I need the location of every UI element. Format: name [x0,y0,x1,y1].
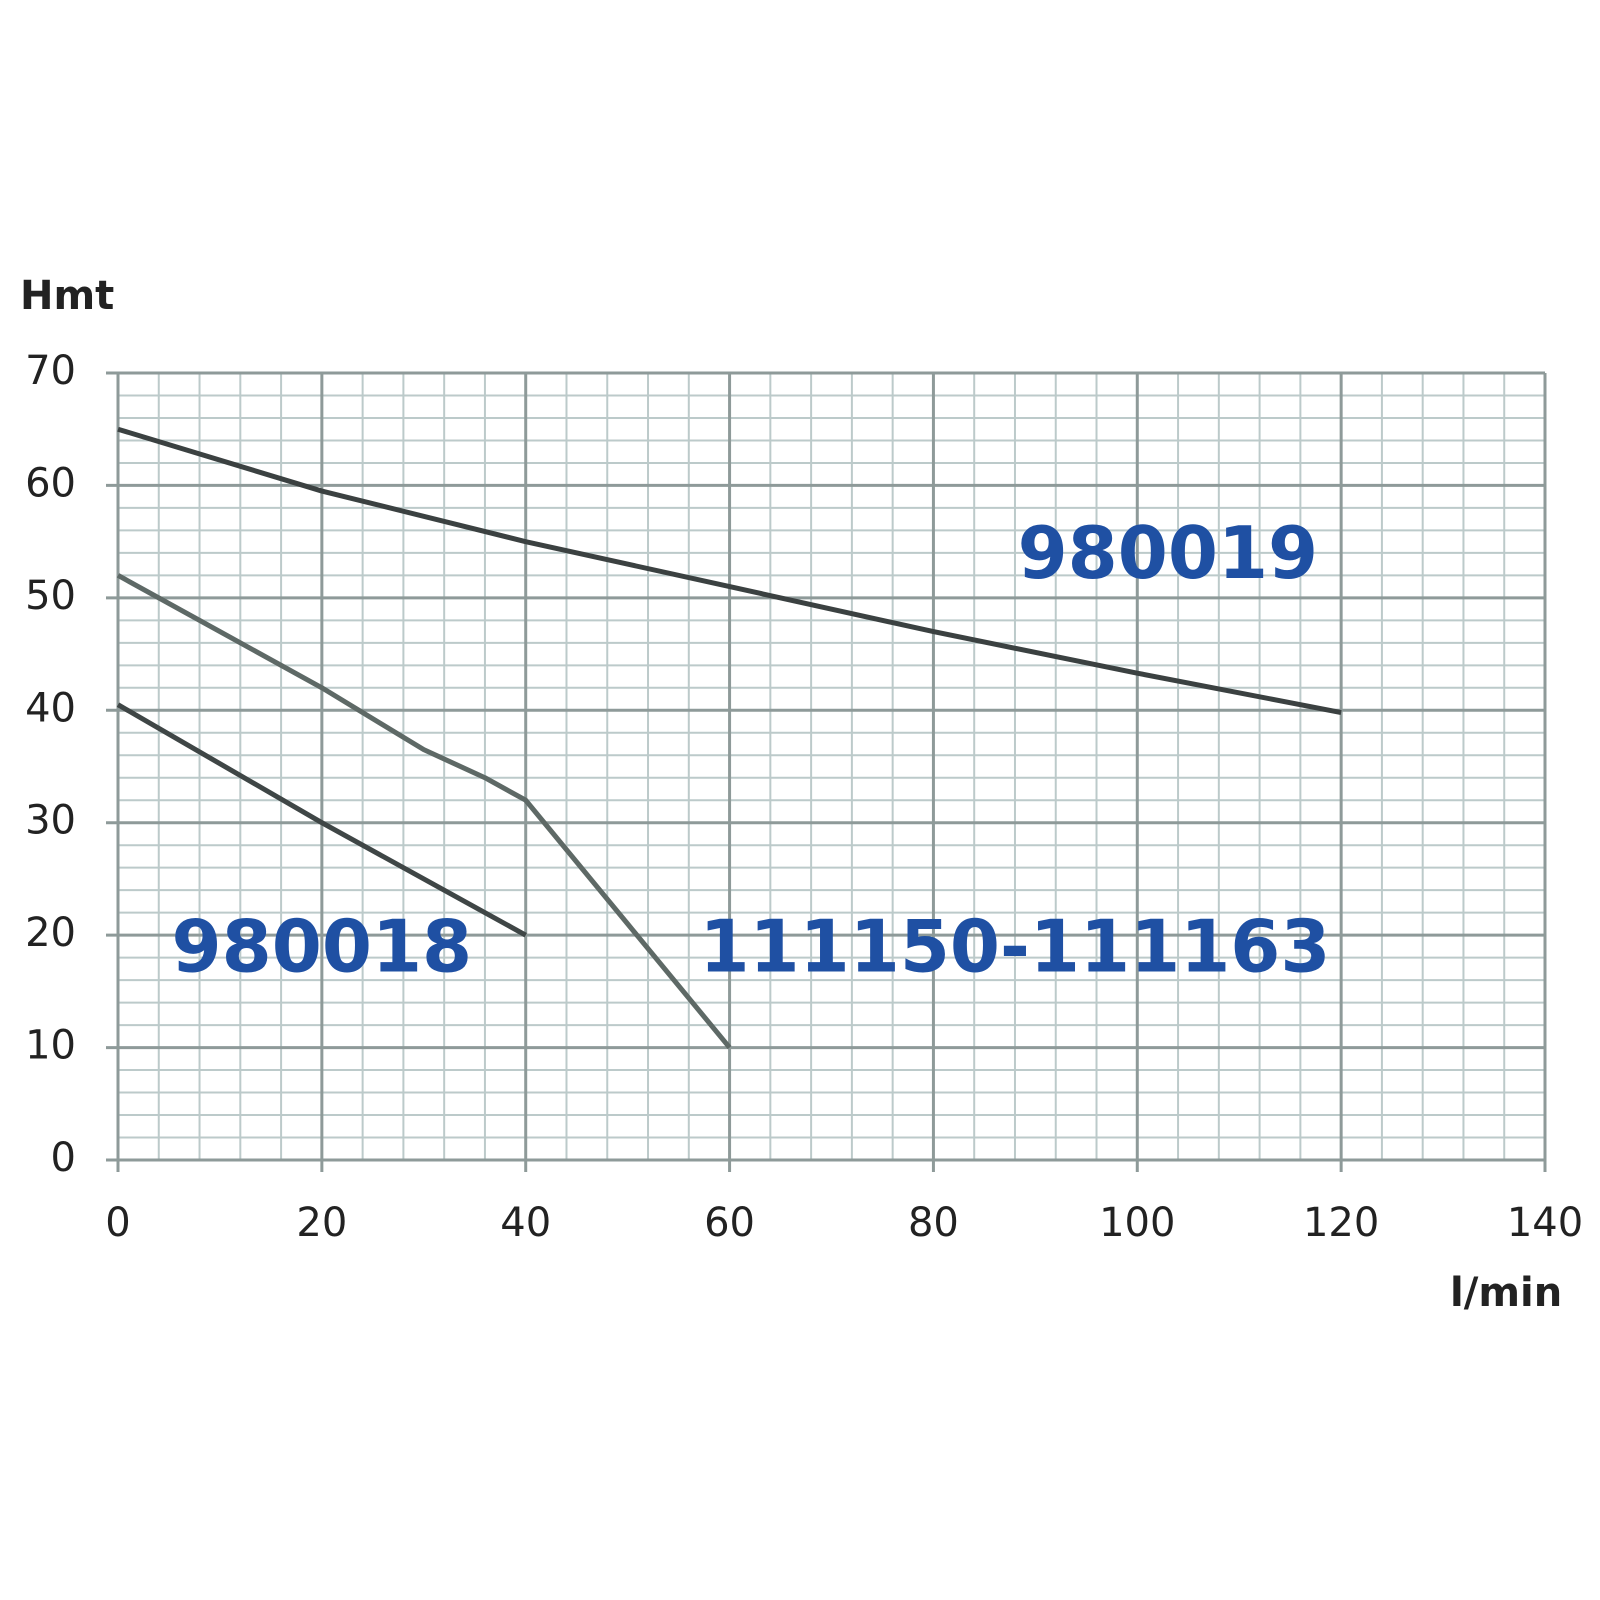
y-tick-label: 40 [25,685,76,731]
x-tick-label: 100 [1099,1200,1175,1246]
x-axis-title: l/min [1450,1270,1562,1316]
series-label: 980019 [1018,511,1319,595]
y-tick-label: 0 [51,1135,76,1181]
x-tick-label: 140 [1507,1200,1583,1246]
y-tick-label: 60 [25,460,76,506]
series-line [116,702,527,938]
x-tick-label: 120 [1303,1200,1379,1246]
x-tick-label: 60 [704,1200,755,1246]
y-tick-label: 50 [25,573,76,619]
x-tick-label: 80 [908,1200,959,1246]
series-label: 111150-111163 [699,905,1330,989]
y-tick-label: 70 [25,348,76,394]
y-axis-title: Hmt [20,273,114,319]
series-line [117,426,1342,715]
x-tick-label: 40 [500,1200,551,1246]
y-tick-label: 30 [25,798,76,844]
x-tick-label: 0 [105,1200,130,1246]
series-line [116,573,732,1050]
series-label: 980018 [172,905,473,989]
y-tick-label: 10 [25,1023,76,1069]
x-tick-label: 20 [296,1200,347,1246]
y-tick-label: 20 [25,910,76,956]
